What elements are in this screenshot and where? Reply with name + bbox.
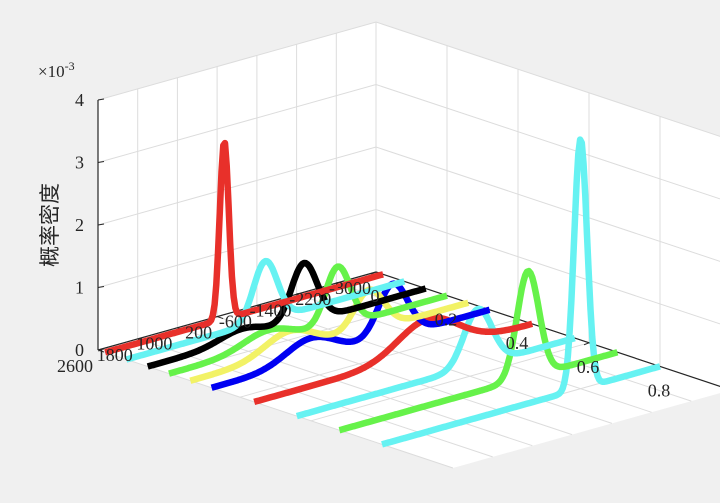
series-line-9: [337, 267, 619, 434]
y-tick-label: 2600: [57, 356, 93, 376]
series-line-4: [167, 263, 449, 377]
x-axis-line: [375, 271, 720, 387]
z-exponent-label: ×10-3: [38, 59, 75, 81]
x-tick-label: 0.8: [648, 380, 671, 400]
z-tick-label: 0: [75, 340, 84, 360]
x-tick-label: 0.4: [506, 333, 529, 353]
series-line-8: [295, 305, 577, 420]
series-lines: [103, 136, 662, 448]
series-line-1: [103, 139, 385, 356]
x-tick: [583, 342, 590, 346]
floor-pane: [98, 272, 720, 468]
z-tick-label: 4: [75, 90, 84, 110]
series-line-5: [188, 286, 470, 384]
x-tick-label: 0: [371, 286, 380, 306]
axes-background-panes: [98, 22, 720, 468]
z-tick: [97, 286, 105, 288]
y-tick-label: -600: [219, 311, 252, 331]
y-tick-label: -2200: [289, 289, 331, 309]
x-tick-label: 0.6: [577, 357, 600, 377]
y-tick-label: -1400: [250, 300, 292, 320]
series-line-2: [124, 257, 406, 363]
z-axis-label: 概率密度: [38, 183, 62, 267]
series-line-7: [252, 314, 534, 406]
z-tick-label: 1: [75, 278, 84, 298]
z-tick: [97, 98, 105, 101]
y-tick-label: 200: [185, 323, 212, 343]
z-exponent-power: -3: [65, 59, 75, 73]
z-exponent-base: ×10: [38, 62, 65, 81]
x-tick-label: 0.2: [435, 310, 458, 330]
y-tick: [216, 316, 224, 320]
x-tick: [370, 271, 377, 275]
series-line-6: [210, 280, 492, 391]
z-tick: [97, 223, 105, 226]
y-tick: [97, 349, 105, 353]
z-tick-label: 2: [75, 215, 84, 235]
y-tick-label: 1000: [136, 334, 172, 354]
series-line-10: [380, 136, 662, 448]
y-tick-label: 1800: [97, 345, 133, 365]
z-tick: [97, 161, 105, 163]
y-tick-label: -3000: [329, 278, 371, 298]
z-tick-label: 3: [75, 153, 84, 173]
